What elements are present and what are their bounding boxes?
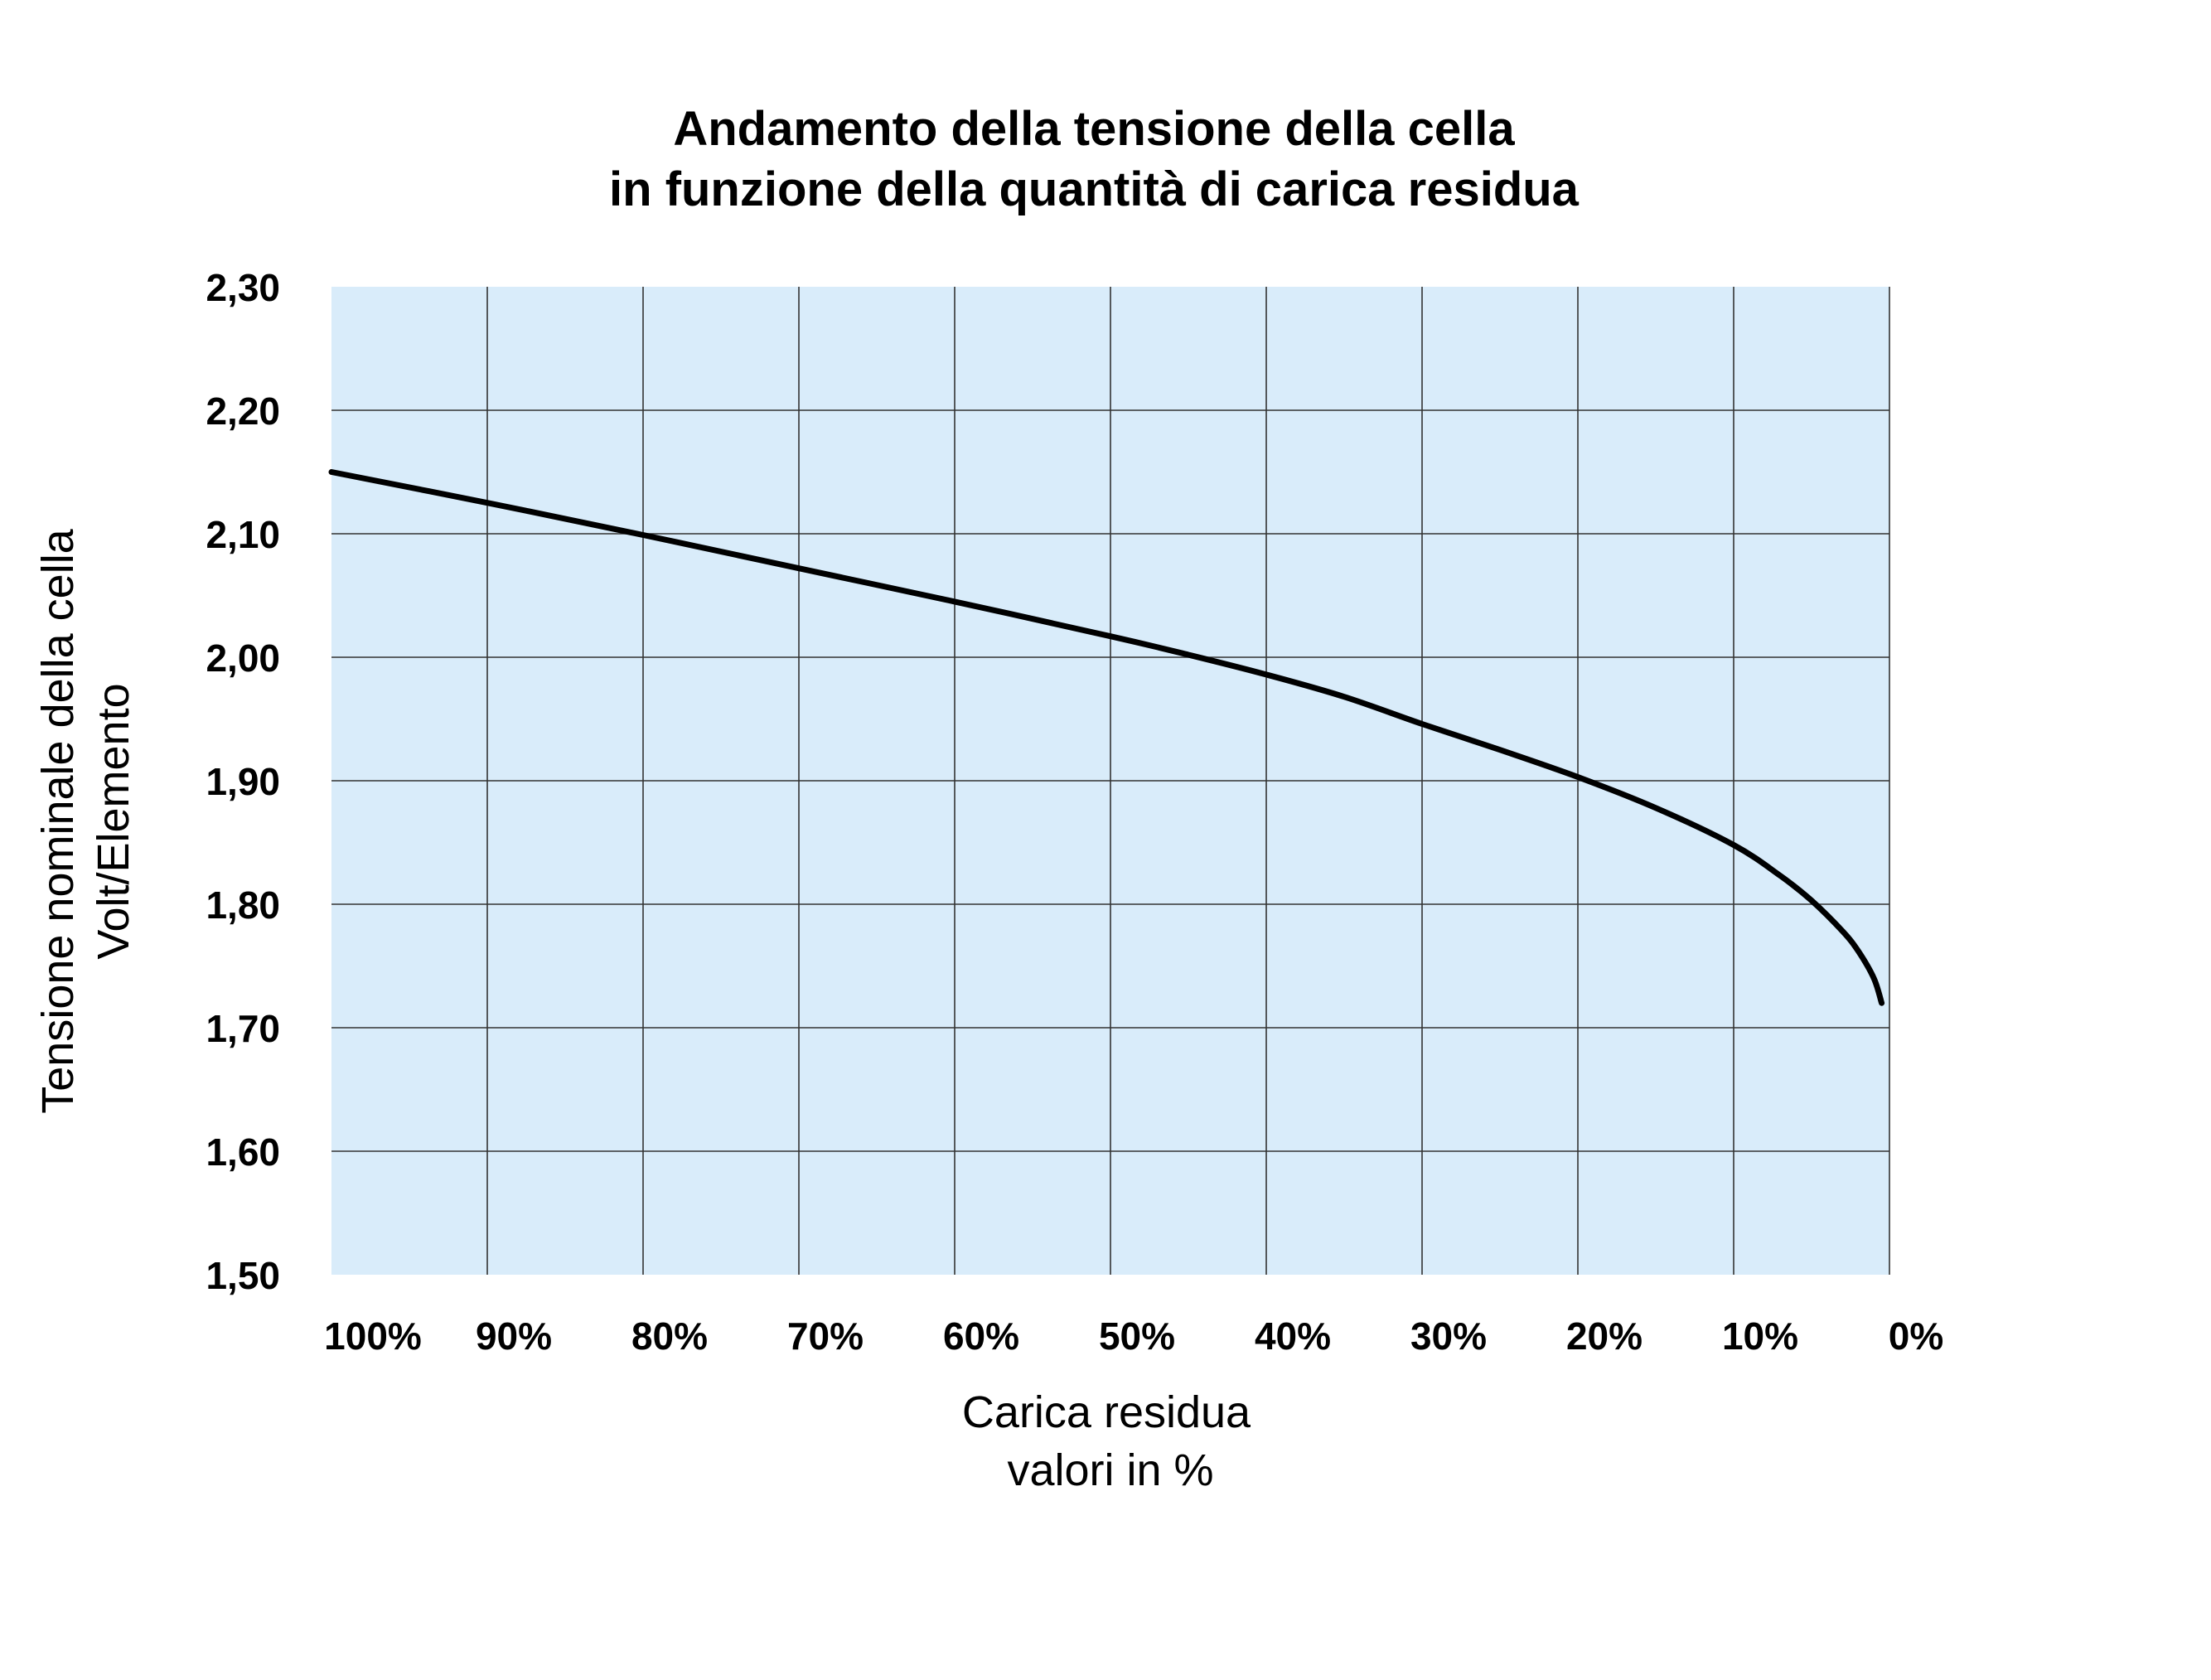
x-tick-label: 20% <box>1566 1314 1643 1358</box>
y-tick-label: 1,70 <box>206 1007 280 1050</box>
chart-title: Andamento della tensione della cella in … <box>609 102 1580 216</box>
x-tick-label: 80% <box>631 1314 708 1358</box>
x-tick-label: 50% <box>1099 1314 1175 1358</box>
x-axis-ticks: 100% 90% 80% 70% 60% 50% 40% 30% 20% 10% 0% <box>324 1314 1943 1358</box>
y-tick-label: 1,60 <box>206 1130 280 1174</box>
chart-title-line-1: Andamento della tensione della cella <box>673 102 1515 156</box>
x-tick-label: 40% <box>1255 1314 1331 1358</box>
x-axis-title: Carica residua valori in % <box>962 1387 1251 1495</box>
y-tick-label: 2,30 <box>206 266 280 309</box>
chart-title-line-2: in funzione della quantità di carica res… <box>609 162 1580 216</box>
y-tick-label: 1,50 <box>206 1254 280 1297</box>
x-tick-label: 90% <box>476 1314 552 1358</box>
x-tick-label: 100% <box>324 1314 422 1358</box>
y-tick-label: 2,20 <box>206 390 280 433</box>
y-tick-label: 1,80 <box>206 884 280 927</box>
x-tick-label: 30% <box>1410 1314 1487 1358</box>
y-axis-ticks: 1,50 1,60 1,70 1,80 1,90 2,00 2,10 2,20 2,30 <box>206 266 280 1297</box>
y-axis-label-line-1: Tensione nominale della cella <box>33 528 83 1113</box>
x-tick-label: 60% <box>943 1314 1019 1358</box>
series-layer <box>328 469 1885 1006</box>
y-axis-title: Tensione nominale della cella Volt/Eleme… <box>33 528 138 1113</box>
x-axis-label-line-2: valori in % <box>1007 1445 1213 1495</box>
y-axis-label-line-2: Volt/Elemento <box>89 683 138 959</box>
y-tick-label: 1,90 <box>206 760 280 803</box>
y-tick-label: 2,10 <box>206 513 280 556</box>
x-axis-label-line-1: Carica residua <box>962 1387 1251 1437</box>
x-tick-label: 10% <box>1722 1314 1798 1358</box>
series-line-0 <box>328 469 1885 1006</box>
x-tick-label: 70% <box>787 1314 864 1358</box>
grid <box>331 287 1890 1275</box>
y-tick-label: 2,00 <box>206 637 280 680</box>
x-tick-label: 0% <box>1889 1314 1943 1358</box>
